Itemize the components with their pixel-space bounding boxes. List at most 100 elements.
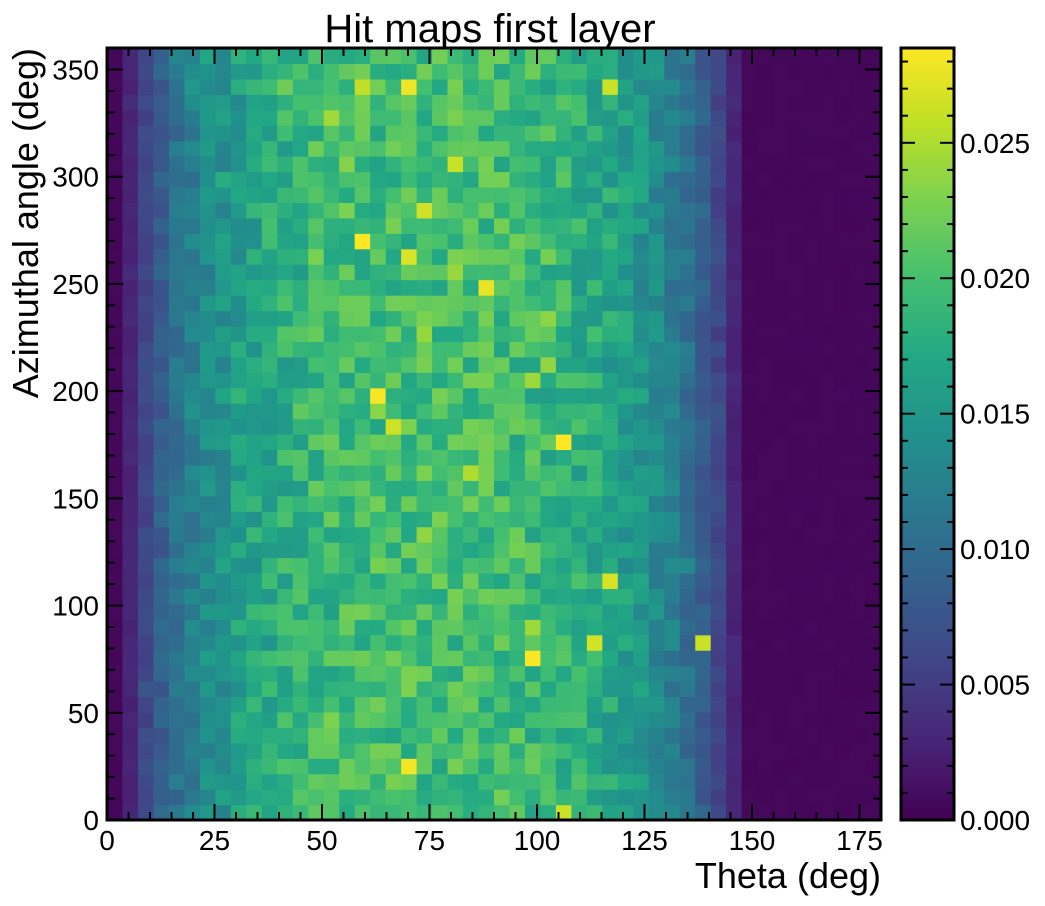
heatmap-cell bbox=[246, 217, 263, 234]
heatmap-cell bbox=[648, 341, 665, 358]
heatmap-cell bbox=[168, 464, 185, 481]
heatmap-cell bbox=[447, 727, 464, 744]
heatmap-cell bbox=[168, 233, 185, 250]
heatmap-cell bbox=[679, 588, 696, 605]
heatmap-cell bbox=[354, 789, 371, 806]
heatmap-cell bbox=[757, 495, 774, 512]
heatmap-cell bbox=[261, 78, 278, 95]
heatmap-cell bbox=[586, 526, 603, 543]
heatmap-cell bbox=[401, 233, 418, 250]
heatmap-cell bbox=[803, 125, 820, 142]
heatmap-cell bbox=[741, 403, 758, 420]
heatmap-cell bbox=[850, 156, 867, 173]
heatmap-cell bbox=[509, 171, 526, 188]
heatmap-cell bbox=[370, 634, 387, 651]
heatmap-cell bbox=[122, 403, 139, 420]
heatmap-cell bbox=[540, 572, 557, 589]
heatmap-cell bbox=[432, 557, 449, 574]
heatmap-cell bbox=[122, 186, 139, 203]
heatmap-cell bbox=[834, 650, 851, 667]
heatmap-cell bbox=[555, 156, 572, 173]
heatmap-cell bbox=[261, 665, 278, 682]
heatmap-cell bbox=[834, 372, 851, 389]
heatmap-cell bbox=[710, 48, 727, 65]
heatmap-cell bbox=[401, 156, 418, 173]
heatmap-cell bbox=[107, 588, 124, 605]
heatmap-cell bbox=[803, 634, 820, 651]
heatmap-cell bbox=[277, 140, 294, 157]
heatmap-cell bbox=[540, 696, 557, 713]
y-axis-label: Azimuthal angle (deg) bbox=[5, 48, 46, 398]
heatmap-cell bbox=[726, 526, 743, 543]
heatmap-cell bbox=[370, 727, 387, 744]
heatmap-cell bbox=[524, 665, 542, 682]
heatmap-cell bbox=[385, 681, 402, 698]
heatmap-cell bbox=[571, 681, 588, 698]
heatmap-cell bbox=[602, 109, 619, 126]
y-tick-label: 0 bbox=[83, 805, 99, 836]
heatmap-cell bbox=[199, 387, 216, 404]
heatmap-cell bbox=[199, 696, 216, 713]
heatmap-cell bbox=[726, 264, 743, 281]
heatmap-cell bbox=[292, 325, 309, 342]
heatmap-cell bbox=[153, 403, 170, 420]
heatmap-cell bbox=[323, 572, 340, 589]
heatmap-cell bbox=[679, 310, 696, 327]
heatmap-cell bbox=[107, 557, 124, 574]
heatmap-cell bbox=[199, 279, 216, 296]
heatmap-cell bbox=[494, 681, 511, 698]
heatmap-cell bbox=[153, 526, 170, 543]
heatmap-cell bbox=[385, 403, 402, 420]
heatmap-cell bbox=[122, 295, 139, 312]
heatmap-cell bbox=[416, 63, 433, 80]
heatmap-cell bbox=[664, 464, 681, 481]
heatmap-cell bbox=[292, 264, 309, 281]
heatmap-cell bbox=[261, 789, 278, 806]
heatmap-cell bbox=[401, 480, 418, 497]
heatmap-cell bbox=[509, 449, 526, 466]
heatmap-cell bbox=[385, 449, 402, 466]
heatmap-cell bbox=[679, 650, 696, 667]
heatmap-cell bbox=[292, 773, 309, 790]
heatmap-cell bbox=[308, 341, 325, 358]
heatmap-cell bbox=[137, 171, 155, 188]
heatmap-cell bbox=[246, 572, 263, 589]
heatmap-cell bbox=[540, 109, 557, 126]
heatmap-cell bbox=[695, 109, 712, 126]
heatmap-cell bbox=[308, 804, 325, 821]
heatmap-cell bbox=[788, 186, 805, 203]
heatmap-cell bbox=[432, 171, 449, 188]
heatmap-cell bbox=[633, 773, 650, 790]
heatmap-cell bbox=[602, 310, 619, 327]
heatmap-cell bbox=[261, 434, 278, 451]
heatmap-cell bbox=[524, 109, 542, 126]
heatmap-cell bbox=[199, 480, 216, 497]
heatmap-cell bbox=[215, 94, 232, 111]
heatmap-cell bbox=[741, 156, 758, 173]
heatmap-cell bbox=[277, 248, 294, 265]
heatmap-cell bbox=[463, 372, 480, 389]
heatmap-cell bbox=[432, 156, 449, 173]
heatmap-cell bbox=[478, 603, 495, 620]
heatmap-cell bbox=[308, 140, 325, 157]
heatmap-cell bbox=[246, 125, 263, 142]
heatmap-cell bbox=[432, 773, 449, 790]
heatmap-cell bbox=[184, 171, 201, 188]
heatmap-cell bbox=[695, 434, 712, 451]
heatmap-cell bbox=[710, 140, 727, 157]
heatmap-cell bbox=[122, 310, 139, 327]
heatmap-cell bbox=[199, 464, 216, 481]
heatmap-cell bbox=[261, 264, 278, 281]
heatmap-cell bbox=[354, 619, 371, 636]
heatmap-cell bbox=[354, 186, 371, 203]
heatmap-cell bbox=[107, 156, 124, 173]
heatmap-cell bbox=[540, 511, 557, 528]
heatmap-cell bbox=[803, 572, 820, 589]
heatmap-cell bbox=[137, 464, 155, 481]
heatmap-cell bbox=[494, 758, 511, 775]
heatmap-cell bbox=[524, 310, 542, 327]
colorbar-tick-label: 0.000 bbox=[960, 805, 1030, 836]
heatmap-cell bbox=[401, 634, 418, 651]
heatmap-cell bbox=[230, 295, 247, 312]
heatmap-cell bbox=[416, 109, 433, 126]
